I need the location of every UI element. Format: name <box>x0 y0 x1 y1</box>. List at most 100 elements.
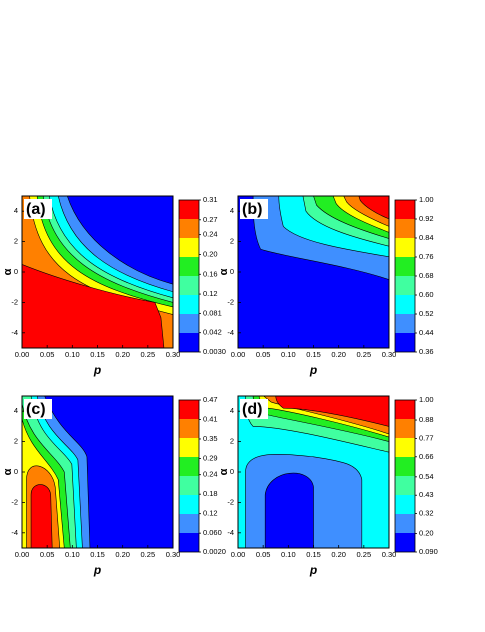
y-tick-label: -2 <box>227 297 234 306</box>
y-axis-label: α <box>2 268 14 275</box>
colorbar-block <box>179 400 199 419</box>
colorbar-block <box>395 257 415 276</box>
x-tick-label: 0.05 <box>256 350 271 359</box>
colorbar-block <box>395 314 415 333</box>
colorbar-tick-label: 0.41 <box>203 414 218 423</box>
y-tick-label: 4 <box>230 406 234 415</box>
x-tick-label: 0.20 <box>331 350 346 359</box>
colorbar-tick-label: 0.84 <box>419 233 434 242</box>
colorbar-tick-label: 0.18 <box>203 489 218 498</box>
colorbar-tick-label: 1.00 <box>419 395 434 404</box>
colorbar-tick-label: 0.47 <box>203 395 218 404</box>
colorbar-block <box>395 419 415 438</box>
contour-region <box>31 485 52 548</box>
colorbar-block <box>395 533 415 552</box>
colorbar-block <box>179 295 199 314</box>
panel-label: (b) <box>242 201 262 218</box>
colorbar-block <box>395 276 415 295</box>
contour-plot <box>22 196 173 348</box>
colorbar-block <box>179 219 199 238</box>
colorbar-block <box>395 457 415 476</box>
y-tick-label: 4 <box>14 406 18 415</box>
colorbar-tick-label: 0.92 <box>419 214 434 223</box>
panel-label: (c) <box>26 401 46 418</box>
x-tick-label: 0.30 <box>166 350 181 359</box>
colorbar-block <box>395 495 415 514</box>
y-tick-label: 2 <box>230 437 234 446</box>
colorbar-block <box>395 514 415 533</box>
colorbar-tick-label: 0.66 <box>419 452 434 461</box>
colorbar-tick-label: 0.32 <box>419 509 434 518</box>
x-tick-label: 0.00 <box>15 350 30 359</box>
colorbar-tick-label: 0.35 <box>203 434 218 443</box>
x-tick-label: 0.00 <box>231 550 246 559</box>
y-tick-label: -4 <box>11 528 18 537</box>
x-tick-label: 0.15 <box>306 550 321 559</box>
x-tick-label: 0.10 <box>281 550 296 559</box>
colorbar-block <box>179 495 199 514</box>
y-tick-label: 2 <box>230 237 234 246</box>
x-tick-label: 0.20 <box>115 350 130 359</box>
y-axis-label: α <box>2 468 14 475</box>
x-tick-label: 0.15 <box>90 350 105 359</box>
y-tick-label: 2 <box>14 437 18 446</box>
colorbar-block <box>179 257 199 276</box>
y-tick-label: 4 <box>14 206 18 215</box>
x-tick-label: 0.10 <box>281 350 296 359</box>
colorbar-tick-label: 0.20 <box>419 529 434 538</box>
x-tick-label: 0.05 <box>256 550 271 559</box>
colorbar-tick-label: 0.76 <box>419 252 434 261</box>
x-tick-label: 0.10 <box>65 550 80 559</box>
colorbar-block <box>179 419 199 438</box>
colorbar-tick-label: 0.29 <box>203 453 218 462</box>
colorbar-tick-label: 0.0020 <box>203 547 226 556</box>
y-tick-label: 4 <box>230 206 234 215</box>
colorbar-block <box>395 200 415 219</box>
colorbar-tick-label: 0.43 <box>419 490 434 499</box>
colorbar-block <box>395 295 415 314</box>
x-tick-label: 0.20 <box>331 550 346 559</box>
y-tick-label: -2 <box>11 497 18 506</box>
colorbar-tick-label: 0.52 <box>419 309 434 318</box>
x-tick-label: 0.25 <box>141 350 156 359</box>
colorbar-block <box>395 238 415 257</box>
x-axis-label: p <box>309 363 317 377</box>
colorbar-tick-label: 0.24 <box>203 470 218 479</box>
y-tick-label: -2 <box>227 497 234 506</box>
colorbar-tick-label: 0.54 <box>419 472 434 481</box>
x-tick-label: 0.30 <box>166 550 181 559</box>
colorbar-block <box>179 238 199 257</box>
x-tick-label: 0.20 <box>115 550 130 559</box>
x-tick-label: 0.30 <box>382 350 397 359</box>
colorbar-tick-label: 0.36 <box>419 347 434 356</box>
y-tick-label: -4 <box>227 528 234 537</box>
contour-plot <box>238 196 389 348</box>
x-tick-label: 0.10 <box>65 350 80 359</box>
colorbar-block <box>179 514 199 533</box>
colorbar-tick-label: 0.0030 <box>203 347 226 356</box>
y-tick-label: 0 <box>230 267 234 276</box>
colorbar-tick-label: 0.44 <box>419 328 434 337</box>
colorbar-tick-label: 0.60 <box>419 290 434 299</box>
x-tick-label: 0.00 <box>15 550 30 559</box>
colorbar-frame <box>394 399 416 553</box>
colorbar-tick-label: 0.16 <box>203 269 218 278</box>
colorbar-tick-label: 1.00 <box>419 195 434 204</box>
contour-region <box>22 264 164 348</box>
colorbar-block <box>179 333 199 352</box>
x-axis-label: p <box>93 363 101 377</box>
x-axis-label: p <box>309 563 317 577</box>
colorbar-tick-label: 0.12 <box>203 289 218 298</box>
panel-label-box <box>24 199 52 219</box>
colorbar-block <box>179 457 199 476</box>
x-tick-label: 0.05 <box>40 550 55 559</box>
colorbar-tick-label: 0.31 <box>203 195 218 204</box>
colorbar-tick-label: 0.24 <box>203 230 218 239</box>
colorbar-frame <box>178 399 200 553</box>
contour-plot <box>22 396 173 548</box>
y-tick-label: -4 <box>11 328 18 337</box>
colorbar-block <box>395 476 415 495</box>
colorbar-tick-label: 0.77 <box>419 433 434 442</box>
colorbar-tick-label: 0.081 <box>203 308 222 317</box>
colorbar-frame <box>178 199 200 353</box>
